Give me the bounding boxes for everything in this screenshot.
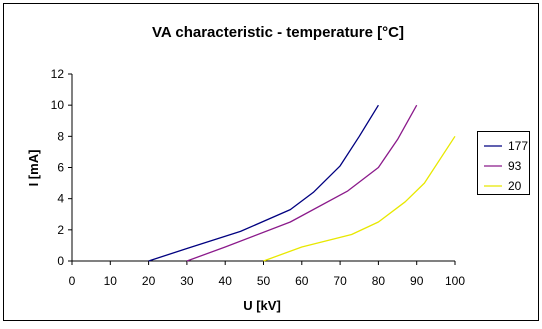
x-tick-label: 60	[295, 274, 309, 288]
legend-label-93: 93	[508, 159, 522, 173]
y-tick-label: 8	[57, 129, 64, 143]
y-tick-label: 4	[57, 192, 64, 206]
chart-title: VA characteristic - temperature [°C]	[152, 24, 404, 41]
series-line-20	[263, 135, 456, 262]
x-tick-label: 90	[410, 274, 424, 288]
y-tick-label: 10	[51, 98, 65, 112]
legend-box	[477, 131, 530, 195]
x-tick-label: 100	[445, 274, 465, 288]
x-tick-label: 30	[180, 274, 194, 288]
x-tick-label: 50	[257, 274, 271, 288]
chart-border	[3, 3, 539, 321]
series-line-93	[186, 104, 418, 262]
legend: 177 93 20	[477, 131, 530, 195]
x-axis-label: U [kV]	[243, 298, 281, 313]
y-tick-label: 12	[51, 67, 65, 81]
y-tick-label: 2	[57, 223, 64, 237]
x-tick-label: 0	[69, 274, 76, 288]
y-tick-label: 6	[57, 161, 64, 175]
plot-lines	[148, 104, 456, 262]
x-tick-label: 40	[219, 274, 233, 288]
y-tick-label: 0	[57, 254, 64, 268]
x-tick-label: 10	[104, 274, 118, 288]
legend-label-20: 20	[508, 179, 522, 193]
axes: 0 2 4 6 8 10 12 0 10 20 30 40 50 60 70 80 90 100	[51, 67, 466, 288]
y-axis-label: I [mA]	[26, 150, 41, 187]
x-tick-label: 70	[333, 274, 347, 288]
x-tick-label: 20	[142, 274, 156, 288]
legend-label-177: 177	[508, 139, 528, 153]
x-tick-label: 80	[372, 274, 386, 288]
series-line-177	[148, 104, 379, 262]
